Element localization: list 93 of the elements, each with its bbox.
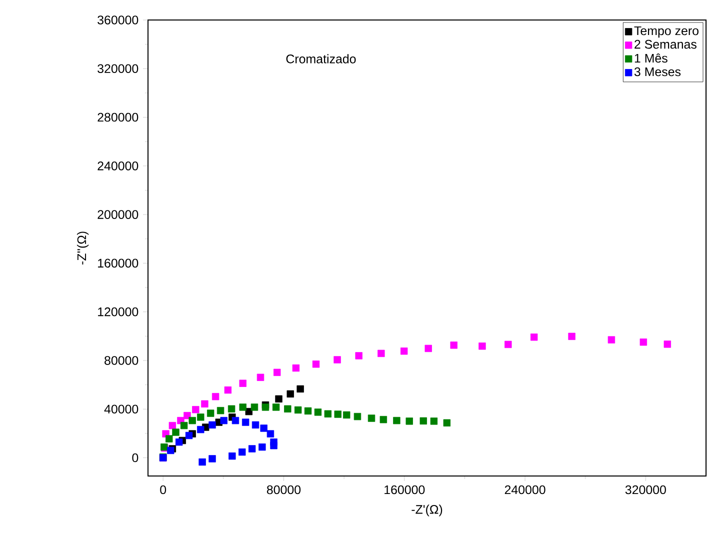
point: [443, 419, 451, 426]
point: [198, 458, 206, 466]
point: [270, 442, 278, 450]
point: [216, 406, 224, 414]
point: [334, 410, 342, 418]
point: [424, 344, 432, 352]
x-tick-label: 80000: [266, 485, 301, 494]
point: [239, 404, 246, 411]
point: [242, 418, 250, 426]
legend-label: 3 Meses: [634, 67, 681, 76]
point: [406, 418, 413, 425]
point: [220, 416, 228, 424]
point: [258, 443, 266, 451]
point: [238, 448, 246, 456]
point: [248, 445, 256, 452]
y-tick-label: 120000: [98, 307, 138, 316]
point: [504, 340, 512, 348]
y-tick-label: 0: [132, 453, 138, 462]
x-axis-title: -Z'(Ω): [412, 504, 442, 516]
point: [430, 418, 438, 425]
text: Cromatizado: [286, 54, 356, 64]
point: [206, 410, 214, 417]
y-tick-label: 40000: [104, 404, 138, 414]
point: [256, 374, 264, 381]
point: [354, 412, 362, 420]
point: [378, 350, 385, 358]
point: [314, 408, 322, 416]
y-tick-label: 320000: [98, 64, 138, 74]
point: [478, 342, 486, 350]
point: [260, 424, 268, 432]
point: [197, 426, 204, 434]
point: [208, 421, 216, 429]
point: [640, 338, 648, 346]
x-tick-label: 0: [160, 485, 166, 494]
point: [228, 405, 236, 412]
point: [266, 430, 274, 438]
point: [172, 428, 180, 436]
point: [252, 421, 260, 429]
y-tick-label: 80000: [104, 356, 138, 365]
point: [180, 422, 188, 430]
point: [368, 414, 376, 422]
x-tick-label: 320000: [625, 485, 666, 494]
point: [334, 356, 341, 364]
point: [296, 385, 304, 393]
point: [184, 412, 191, 420]
x-tick-label: 160000: [384, 485, 425, 494]
point: [530, 334, 538, 341]
point: [228, 452, 236, 460]
point: [212, 392, 220, 400]
point: [197, 414, 204, 421]
y-tick-label: 360000: [98, 16, 138, 24]
point: [664, 340, 671, 348]
point: [272, 404, 280, 411]
point: [450, 342, 458, 349]
point: [239, 380, 246, 387]
point: [304, 407, 312, 415]
legend-label: 2 Semanas: [634, 40, 696, 49]
point: [284, 405, 292, 412]
x-tick-label: 240000: [504, 485, 546, 494]
point: [262, 404, 270, 411]
point: [175, 438, 183, 446]
y-tick-label: 280000: [98, 112, 138, 122]
y-tick-label: 240000: [98, 162, 138, 170]
point: [192, 406, 200, 414]
point: [208, 455, 216, 462]
point: [250, 404, 258, 411]
point: [273, 368, 281, 376]
point: [292, 364, 300, 372]
point: [168, 422, 176, 430]
point: [286, 390, 294, 398]
point: [312, 360, 320, 368]
legend-label: Tempo zero: [634, 26, 698, 38]
point: [380, 416, 388, 424]
point: [343, 411, 350, 419]
point: [188, 416, 196, 424]
y-tick-label: 200000: [98, 210, 138, 219]
y-tick-label: 160000: [98, 258, 138, 268]
point: [232, 416, 240, 424]
legend-label: 1 Mês: [634, 53, 668, 63]
point: [393, 416, 400, 424]
point: [275, 395, 282, 403]
point: [568, 332, 576, 340]
point: [608, 336, 616, 344]
point: [166, 435, 173, 442]
point: [224, 386, 232, 394]
point: [201, 400, 208, 408]
point: [400, 348, 408, 355]
point: [324, 410, 332, 418]
point: [294, 406, 302, 414]
point: [420, 417, 427, 425]
point: [355, 352, 362, 360]
y-axis-title: -Z''(Ω): [76, 232, 89, 265]
point: [185, 432, 193, 440]
